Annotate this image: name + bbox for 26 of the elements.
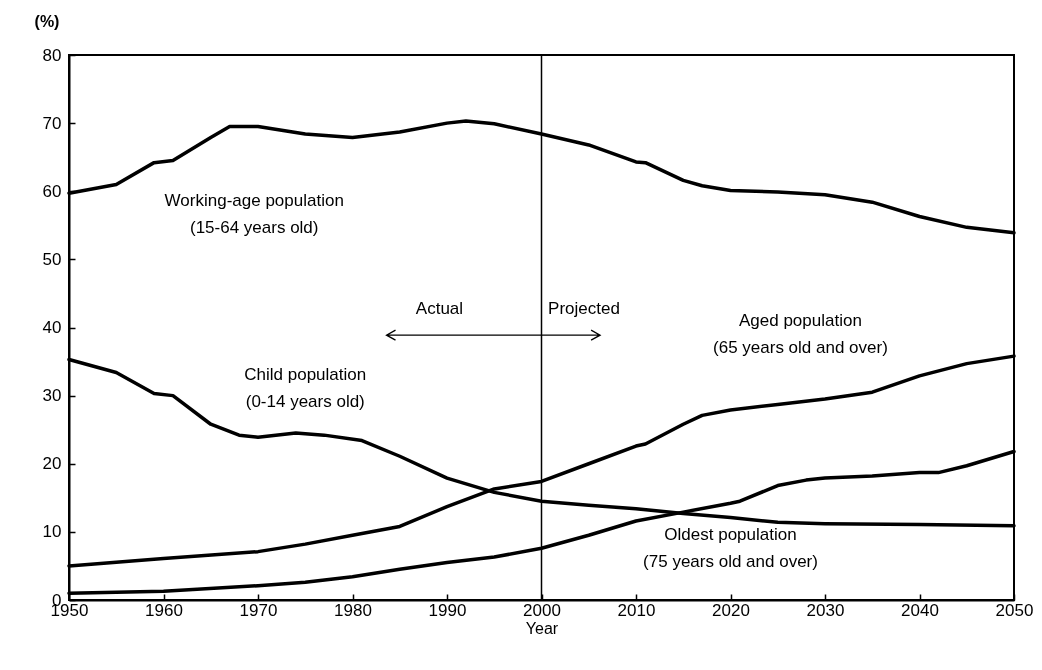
series-label: Aged population (65 years old and over) (713, 310, 888, 357)
x-tick-label: 2050 (995, 600, 1034, 620)
y-tick-label: 50 (42, 249, 62, 269)
y-tick-label: 70 (42, 113, 62, 133)
x-tick-label: 1980 (334, 600, 372, 620)
x-tick-label: 2040 (901, 600, 939, 620)
x-tick-label: 1970 (239, 600, 278, 620)
y-tick-label: 40 (42, 318, 62, 337)
x-tick-label: 2020 (712, 600, 750, 620)
series-label: Oldest population (75 years old and over) (643, 524, 818, 571)
y-axis-title: (%) (34, 13, 60, 30)
x-tick-label: 2030 (806, 600, 845, 620)
y-tick-label: 80 (42, 45, 62, 65)
x-tick-label: 1990 (428, 600, 467, 620)
series-label: Child population (0-14 years old) (244, 364, 367, 411)
y-tick-label: 30 (42, 386, 62, 406)
x-tick-label: 2010 (617, 600, 656, 620)
annotation: Projected (548, 298, 620, 318)
x-tick-label: 2000 (523, 600, 561, 620)
y-tick-label: 10 (42, 522, 62, 542)
x-tick-label: 1960 (145, 600, 183, 620)
series-label: Working-age population (15-64 years old) (164, 190, 344, 237)
y-tick-label: 60 (42, 181, 62, 201)
x-axis-title: Year (525, 619, 559, 637)
y-tick-label: 20 (42, 454, 62, 474)
annotation: Actual (415, 298, 464, 318)
